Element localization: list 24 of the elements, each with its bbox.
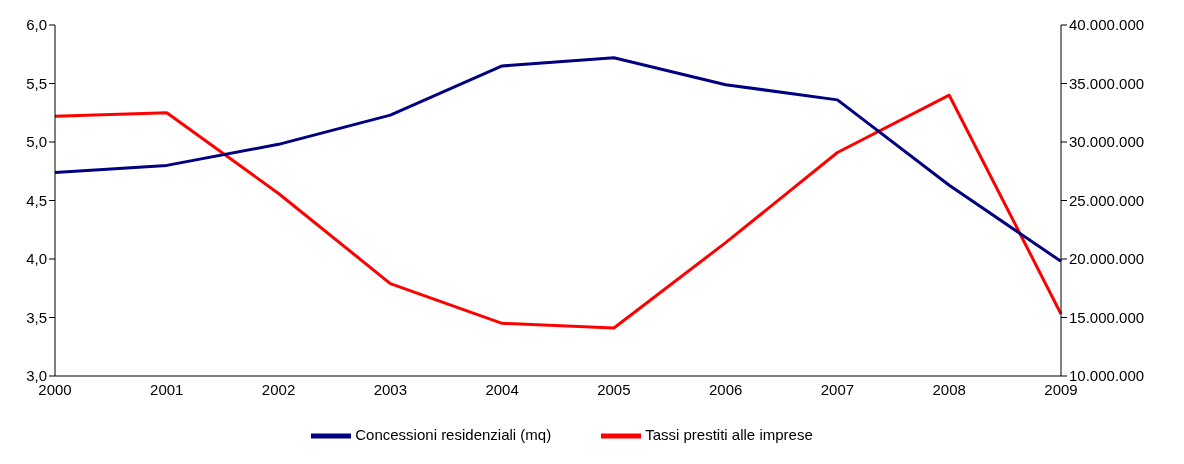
x-tick-label: 2001 <box>150 380 184 398</box>
x-tick-label: 2002 <box>261 380 296 398</box>
x-tick-label: 2005 <box>597 380 631 398</box>
x-tick-label: 2004 <box>485 380 519 398</box>
y2-tick-label: 35.000.000 <box>1069 74 1145 92</box>
y2-tick-label: 30.000.000 <box>1069 133 1145 151</box>
line-series <box>53 93 1063 330</box>
y-tick-label: 6,0 <box>26 16 47 34</box>
x-tick-label: 2003 <box>373 380 408 398</box>
x-tick-label: 2007 <box>820 380 855 398</box>
legend-label: Concessioni residenziali (mq) <box>355 426 552 444</box>
y2-tick-label: 40.000.000 <box>1069 16 1145 34</box>
line-series <box>53 56 1063 263</box>
y2-tick-label: 15.000.000 <box>1069 308 1145 326</box>
y-tick-label: 4,0 <box>26 250 47 268</box>
y-tick-label: 5,5 <box>26 74 47 92</box>
y2-tick-label: 20.000.000 <box>1069 250 1145 268</box>
x-tick-label: 2006 <box>708 380 743 398</box>
x-tick-label: 2008 <box>932 380 966 398</box>
y-tick-label: 5,0 <box>26 133 47 151</box>
y-tick-label: 3,5 <box>26 308 47 326</box>
y2-tick-label: 25.000.000 <box>1069 191 1145 209</box>
y-tick-label: 4,5 <box>26 191 47 209</box>
legend-label: Tassi prestiti alle imprese <box>645 426 813 444</box>
